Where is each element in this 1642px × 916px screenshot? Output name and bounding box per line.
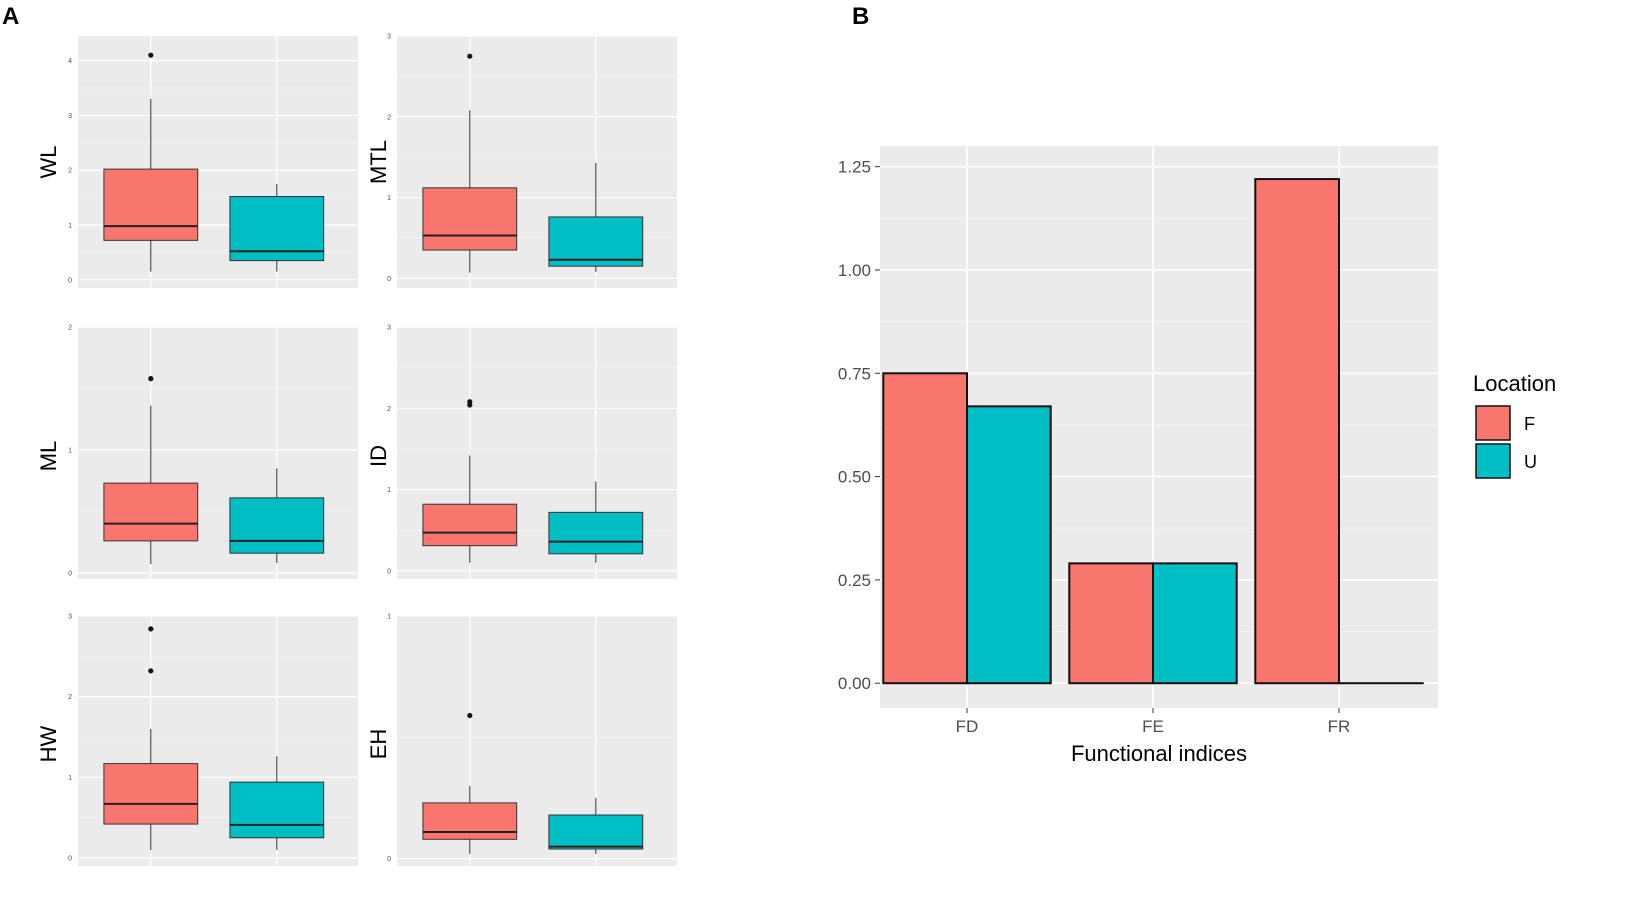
y-tick-label: 1 [68, 775, 72, 782]
box-u [229, 497, 325, 554]
y-axis-label: HW [36, 725, 61, 762]
legend-label-f: F [1524, 414, 1535, 434]
y-axis-label: WL [36, 146, 61, 179]
y-tick-label: 0 [387, 276, 391, 283]
y-tick-label: 1 [68, 223, 72, 230]
bar-fe-f [1068, 562, 1155, 685]
y-tick-label: 3 [387, 34, 391, 41]
y-axis-label: MTL [366, 140, 391, 184]
x-tick-label: FE [1142, 717, 1164, 736]
y-tick-label: 0 [68, 570, 72, 577]
y-axis-label: ML [36, 441, 61, 472]
boxplot-mtl: 0 1 2 3 MTL [366, 34, 677, 288]
y-tick-label: 0.75 [838, 364, 871, 383]
y-tick-label: 0 [387, 856, 391, 863]
y-tick-label: 3 [68, 113, 72, 120]
legend-label-u: U [1524, 452, 1537, 472]
y-tick-label: 1 [387, 487, 391, 494]
x-tick-label: FD [956, 717, 979, 736]
panel-label-b: B [852, 3, 869, 30]
boxplot-hw: 0 1 2 3 HW [36, 614, 358, 866]
outlier-point [148, 668, 154, 674]
outlier-point [148, 376, 154, 382]
outlier-point [148, 52, 154, 58]
boxplot-panels: 0 1 2 3 4 WL 0 1 2 3 MTL 0 1 2 ML 0 1 2 3 ID 0 1 2 3 HW 0 1 EH [36, 34, 677, 866]
y-tick-label: 0 [68, 855, 72, 862]
box-f [103, 763, 199, 825]
boxplot-eh: 0 1 EH [366, 614, 677, 866]
y-tick-label: 0.25 [838, 571, 871, 590]
y-tick-label: 2 [387, 406, 391, 413]
y-tick-label: 1 [68, 447, 72, 454]
y-tick-label: 0.50 [838, 468, 871, 487]
x-axis-title: Functional indices [1071, 741, 1247, 766]
outlier-point [467, 712, 473, 719]
y-tick-label: 4 [68, 58, 72, 65]
box-u [229, 196, 325, 262]
y-tick-label: 2 [68, 325, 72, 332]
legend-key-f [1475, 405, 1511, 441]
bar-fe-u [1152, 562, 1238, 685]
legend-title: Location [1473, 371, 1556, 396]
bar-fr-f [1254, 178, 1341, 685]
bar-fd-f [882, 372, 968, 685]
box-f [422, 187, 518, 251]
y-tick-label: 2 [68, 694, 72, 701]
boxplot-id: 0 1 2 3 ID [366, 325, 677, 579]
box-u [548, 511, 644, 555]
box-f [103, 482, 199, 542]
y-tick-label: 1.25 [838, 158, 871, 177]
outlier-point [148, 626, 154, 632]
y-tick-label: 2 [68, 168, 72, 175]
y-tick-label: 3 [387, 325, 391, 332]
panel-label-a: A [2, 3, 19, 30]
y-tick-label: 1 [387, 195, 391, 202]
legend: Location FU [1473, 371, 1556, 479]
y-axis-label: ID [366, 445, 391, 467]
boxplot-wl: 0 1 2 3 4 WL [36, 36, 358, 288]
box-f [422, 503, 518, 547]
y-tick-label: 0 [68, 277, 72, 284]
y-tick-label: 0.00 [838, 674, 871, 693]
box-u [229, 781, 325, 839]
outlier-point [467, 399, 473, 405]
box-u [548, 814, 644, 850]
y-tick-label: 2 [387, 114, 391, 121]
outlier-point [467, 53, 473, 59]
y-tick-label: 0 [387, 568, 391, 575]
bar-fd-u [966, 405, 1052, 685]
bar-chart: 0.00 0.25 0.50 0.75 1.00 1.25 FD FE FR Functional… [838, 146, 1556, 766]
y-tick-label: 1 [387, 614, 391, 621]
x-tick-label: FR [1328, 717, 1351, 736]
box-f [103, 168, 199, 241]
y-tick-label: 1.00 [838, 261, 871, 280]
boxplot-ml: 0 1 2 ML [36, 325, 358, 579]
box-f [422, 802, 518, 840]
y-tick-label: 3 [68, 614, 72, 621]
legend-key-u [1475, 443, 1511, 479]
box-u [548, 216, 644, 267]
y-axis-label: EH [366, 729, 391, 760]
